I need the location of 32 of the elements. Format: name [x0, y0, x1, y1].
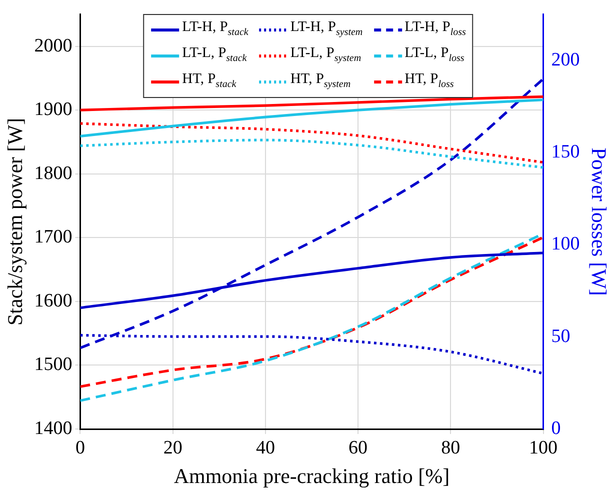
x-tick-label: 60	[348, 437, 368, 458]
line-series	[80, 122, 544, 164]
y-tick-label: 1800	[34, 162, 72, 184]
legend-label: LT-H, P$_{system}$	[290, 18, 363, 40]
y2-axis-title: Power losses [W]	[586, 148, 611, 296]
legend-label: HT, P$_{system}$	[290, 70, 351, 92]
y-tick-label: 2000	[34, 35, 72, 56]
y2-tick-label: 0	[551, 418, 561, 439]
y-tick-label: 1900	[34, 99, 72, 120]
x-tick-label: 20	[163, 437, 182, 458]
x-tick-label: 100	[529, 437, 558, 458]
y2-tick-label: 150	[551, 142, 580, 163]
y2-tick-label: 50	[551, 326, 570, 347]
y2-tick-label: 200	[551, 49, 580, 70]
x-tick-label: 80	[441, 437, 460, 458]
y-tick-label: 1600	[34, 290, 72, 312]
x-tick-label: 40	[256, 437, 275, 458]
y-tick-label: 1500	[34, 354, 72, 376]
legend-label: LT-L, P$_{stack}$	[182, 44, 247, 66]
x-tick-label: 0	[75, 437, 85, 458]
legend-label: LT-H, P$_{stack}$	[182, 18, 248, 40]
y-axis-title: Stack/system power [W]	[3, 118, 28, 326]
line-series	[80, 138, 544, 169]
legend-label: LT-H, P$_{loss}$	[404, 18, 466, 40]
legend-label: HT, P$_{loss}$	[404, 70, 454, 92]
y2-tick-label: 100	[551, 234, 580, 255]
legend-label: HT, P$_{stack}$	[182, 70, 236, 92]
y-tick-label: 1400	[34, 418, 72, 439]
legend-label: LT-L, P$_{loss}$	[404, 44, 464, 66]
x-axis-title: Ammonia pre-cracking ratio [%]	[174, 464, 450, 488]
y-tick-label: 1700	[34, 226, 72, 248]
legend-label: LT-L, P$_{system}$	[290, 44, 362, 66]
